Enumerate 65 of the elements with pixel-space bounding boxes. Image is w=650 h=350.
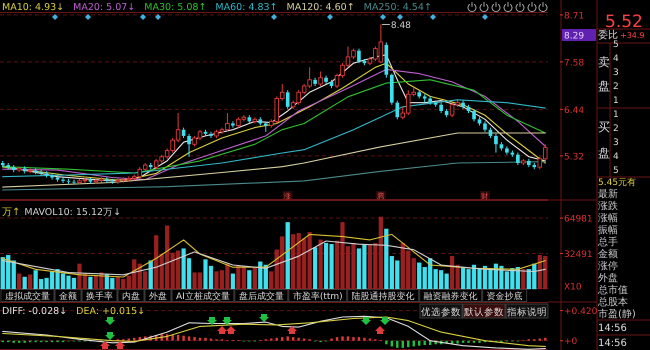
text: 1	[613, 110, 619, 120]
annotation: 优选参数	[421, 306, 461, 318]
annotation: 万↑	[2, 207, 20, 218]
text: 涨跌	[598, 200, 618, 212]
text: 3	[613, 138, 619, 148]
text: 3	[613, 68, 619, 78]
annotation: 融资融券变化	[424, 291, 478, 302]
text: 4	[613, 152, 619, 162]
text: 金额	[598, 248, 618, 260]
text: MA120: 4.60↑	[286, 2, 355, 13]
text: MA30: 5.08↑	[144, 2, 206, 13]
text: 委比	[598, 29, 618, 41]
text: 总市值	[597, 284, 628, 296]
text: 盘	[598, 146, 610, 160]
annotation: 换手率	[86, 291, 113, 302]
annotation: 金额	[59, 291, 77, 302]
annotation: 默认参数	[463, 306, 504, 318]
y-tick-label: 64981	[564, 214, 593, 225]
text: 2	[613, 124, 619, 134]
annotation: 8.48	[390, 20, 412, 31]
y-tick-label: 5.32	[564, 152, 584, 162]
text: 买	[598, 120, 610, 134]
text: 总手	[597, 236, 618, 248]
y-tick-label: 7.58	[564, 58, 584, 68]
y-tick-label: +0	[564, 337, 578, 348]
text: 涨停	[598, 260, 618, 272]
text: MA10: 4.93↓	[2, 2, 64, 13]
annotation: 市盈率(ttm)	[292, 291, 343, 302]
annotation: 盘后成交量	[238, 291, 284, 302]
text: 盘	[598, 79, 610, 93]
text: 5	[613, 166, 619, 176]
text: MA20: 5.07↓	[73, 2, 136, 13]
text: 振幅	[598, 224, 618, 236]
text: 2	[613, 82, 619, 92]
y-tick-label: 6.44	[564, 106, 584, 116]
annotation: 资金抄底	[486, 291, 523, 302]
annotation: 指标说明	[506, 306, 547, 318]
text: 卖	[598, 55, 610, 69]
y-tick-label: 32491	[564, 250, 593, 260]
text: 4	[613, 54, 619, 64]
series-label: DIFF: -0.028↓	[2, 306, 68, 317]
text: 5.45元有	[598, 177, 636, 188]
text: 最新	[598, 188, 618, 200]
text: 涨幅	[598, 212, 618, 224]
text: 市盈(静)	[598, 308, 636, 320]
text: 5	[613, 40, 619, 50]
y-tick-label: 8.71	[564, 11, 584, 22]
annotation: 陆股通持股变化	[352, 291, 415, 302]
text: 8.29	[564, 32, 584, 42]
text: 外盘	[598, 272, 618, 284]
y-tick-label: +0.420	[564, 307, 598, 318]
annotation: AI立桩成交量	[176, 291, 230, 302]
text: 1	[613, 96, 619, 106]
text: +34.9	[620, 31, 645, 40]
text: 总股本	[597, 296, 628, 308]
text: 14:56	[598, 338, 627, 349]
text: MA60: 4.83↑	[215, 2, 278, 13]
text: 14:56	[598, 323, 627, 334]
annotation: 内盘	[122, 291, 140, 302]
text: MAVOL10: 15.12万↓	[24, 207, 122, 218]
annotation: 虚拟成交量	[5, 291, 50, 302]
text: DEA: +0.015↓	[76, 306, 146, 317]
text: MA250: 4.54↑	[364, 2, 432, 13]
annotation: 外盘	[149, 291, 167, 302]
text: X10	[564, 282, 582, 292]
